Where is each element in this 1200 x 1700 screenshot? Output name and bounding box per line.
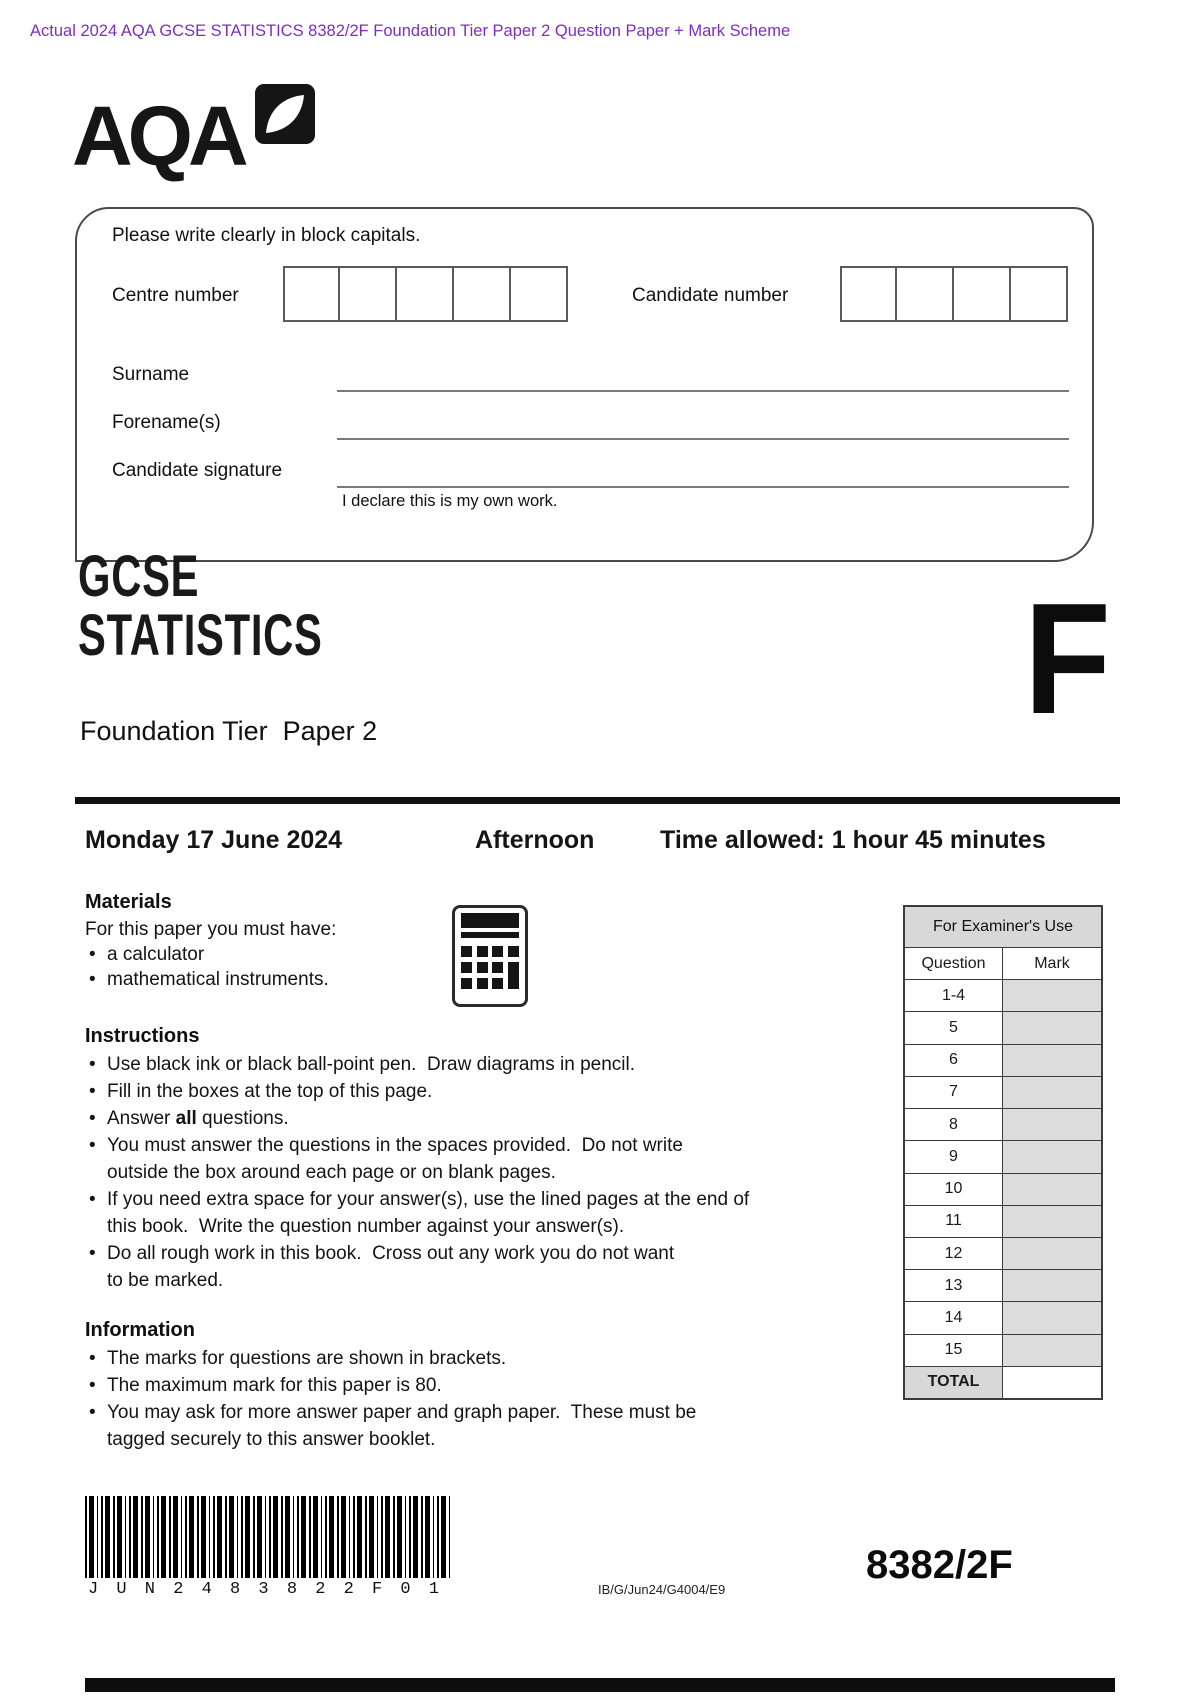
divider-rule — [75, 797, 1120, 804]
mark-cell — [1003, 1205, 1101, 1237]
instruction-bullet: If you need extra space for your answer(… — [85, 1186, 825, 1240]
total-mark-cell — [1003, 1367, 1101, 1398]
table-row: 1-4 — [905, 980, 1101, 1013]
information-bullet: The maximum mark for this paper is 80. — [85, 1372, 825, 1399]
examiner-use-table: For Examiner's Use Question Mark 1-4 5 6… — [903, 905, 1103, 1400]
candidate-number-cell — [897, 266, 954, 322]
table-row: 9 — [905, 1141, 1101, 1174]
surname-label: Surname — [112, 364, 190, 385]
declaration-text: I declare this is my own work. — [342, 492, 558, 510]
signature-label: Candidate signature — [112, 460, 283, 481]
table-row: 13 — [905, 1270, 1101, 1303]
instruction-bullet: You must answer the questions in the spa… — [85, 1132, 825, 1186]
instruction-bullet: Fill in the boxes at the top of this pag… — [85, 1078, 825, 1105]
candidate-number-cell — [1011, 266, 1068, 322]
centre-number-cell — [283, 266, 340, 322]
barcode-text: J U N 2 4 8 3 8 2 2 F 0 1 — [88, 1580, 444, 1599]
centre-number-cell — [340, 266, 397, 322]
watermark-banner: Actual 2024 AQA GCSE STATISTICS 8382/2F … — [30, 22, 791, 40]
materials-bullet: mathematical instruments. — [85, 967, 455, 992]
information-bullet: The marks for questions are shown in bra… — [85, 1345, 825, 1372]
table-row: 14 — [905, 1302, 1101, 1335]
mark-cell — [1003, 1334, 1101, 1366]
question-column-header: Question — [905, 948, 1003, 980]
calculator-display — [461, 913, 519, 928]
mark-cell — [1003, 980, 1101, 1012]
time-allowed: Time allowed: 1 hour 45 minutes — [660, 826, 1046, 854]
table-row: 7 — [905, 1076, 1101, 1110]
candidate-number-cell — [954, 266, 1011, 322]
tier-paper-line: Foundation Tier Paper 2 — [80, 716, 378, 746]
calculator-solar-bar — [461, 932, 519, 938]
aqa-leaf-icon — [255, 84, 315, 144]
mark-cell — [1003, 1012, 1101, 1044]
forename-label: Forename(s) — [112, 412, 221, 433]
centre-number-label: Centre number — [112, 285, 239, 306]
examiner-table-title: For Examiner's Use — [905, 907, 1101, 948]
information-heading: Information — [85, 1319, 195, 1341]
qualification-title: GCSE — [78, 544, 200, 609]
candidate-number-cell — [840, 266, 897, 322]
candidate-number-label: Candidate number — [632, 285, 789, 306]
tier-letter: F — [1024, 571, 1111, 747]
mark-cell — [1003, 1173, 1101, 1205]
exam-session: Afternoon — [475, 826, 595, 854]
barcode — [85, 1496, 450, 1578]
block-capitals-note: Please write clearly in block capitals. — [112, 225, 421, 246]
table-row: 8 — [905, 1109, 1101, 1142]
paper-code: 8382/2F — [866, 1543, 1013, 1587]
calculator-keys — [461, 946, 519, 989]
instructions-section: Instructions Use black ink or black ball… — [85, 1024, 825, 1294]
calculator-icon — [452, 905, 528, 1007]
table-row: 6 — [905, 1044, 1101, 1077]
table-row: 10 — [905, 1173, 1101, 1206]
information-bullet: You may ask for more answer paper and gr… — [85, 1399, 825, 1453]
mark-cell — [1003, 1302, 1101, 1334]
mark-column-header: Mark — [1034, 954, 1070, 972]
examiner-table-header-row: Question Mark — [905, 948, 1101, 981]
candidate-number-cells — [840, 266, 1068, 322]
forename-line — [337, 438, 1069, 440]
aqa-logo: AQA — [72, 89, 249, 183]
materials-intro: For this paper you must have: — [85, 919, 337, 940]
instruction-bullet: Do all rough work in this book. Cross ou… — [85, 1240, 825, 1294]
mark-cell — [1003, 1109, 1101, 1141]
materials-bullet: a calculator — [85, 942, 455, 967]
centre-number-cell — [397, 266, 454, 322]
table-row: 11 — [905, 1205, 1101, 1238]
centre-number-cell — [454, 266, 511, 322]
centre-number-cell — [511, 266, 568, 322]
table-row: 12 — [905, 1237, 1101, 1271]
instructions-heading: Instructions — [85, 1025, 200, 1047]
materials-section: Materials For this paper you must have: … — [85, 890, 455, 992]
centre-number-cells — [283, 266, 568, 322]
signature-line — [337, 486, 1069, 488]
bottom-black-bar — [85, 1678, 1115, 1692]
table-row: 15 — [905, 1334, 1101, 1367]
instruction-bullet: Use black ink or black ball-point pen. D… — [85, 1051, 825, 1078]
mark-cell — [1003, 1270, 1101, 1302]
instruction-bullet: Answer all questions. — [85, 1105, 825, 1132]
materials-heading: Materials — [85, 891, 172, 913]
reference-code: IB/G/Jun24/G4004/E9 — [598, 1582, 726, 1597]
table-row: 5 — [905, 1012, 1101, 1045]
subject-title: STATISTICS — [78, 603, 323, 668]
mark-cell — [1003, 1044, 1101, 1076]
total-row: TOTAL — [905, 1366, 1101, 1399]
mark-cell — [1003, 1076, 1101, 1109]
mark-cell — [1003, 1237, 1101, 1270]
information-section: Information The marks for questions are … — [85, 1318, 825, 1453]
exam-date: Monday 17 June 2024 — [85, 826, 343, 854]
candidate-details-box: Please write clearly in block capitals. … — [75, 207, 1094, 562]
surname-line — [337, 390, 1069, 392]
mark-cell — [1003, 1141, 1101, 1173]
